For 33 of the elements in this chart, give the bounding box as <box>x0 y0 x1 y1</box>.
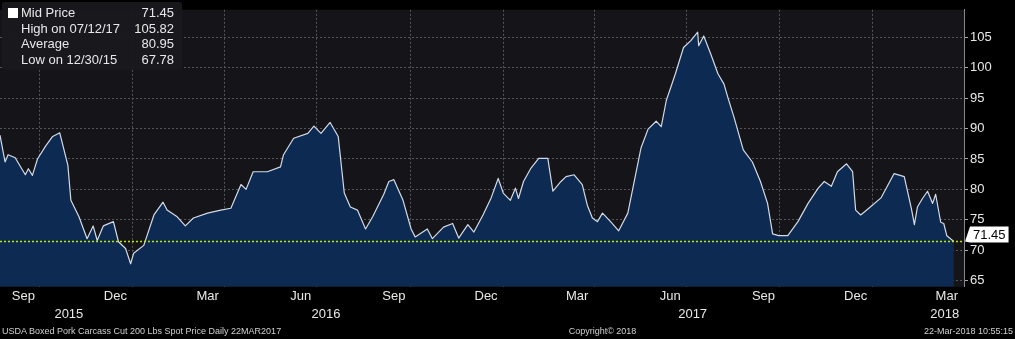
y-tick-label: 75 <box>970 211 985 227</box>
y-tick-label: 65 <box>970 272 985 288</box>
x-tick-label: Mar <box>565 288 590 304</box>
y-tick-label: 105 <box>970 28 992 44</box>
y-tick-label: 70 <box>970 241 985 257</box>
y-tick-label: 85 <box>970 150 985 166</box>
x2-tick-label: 2015 <box>54 305 84 321</box>
text: 22-Mar-2018 10:55:15 <box>923 326 1013 336</box>
x-tick-label: Dec <box>844 288 868 304</box>
x2-tick-label: 2016 <box>311 305 341 321</box>
x-tick-label: Sep <box>751 288 776 304</box>
x-tick-label: Sep <box>11 288 35 304</box>
y-tick-label: 100 <box>970 59 992 75</box>
x-tick-label: Mar <box>935 288 959 304</box>
x2-tick-label: 2017 <box>678 305 708 321</box>
y-tick-label: 95 <box>970 89 985 105</box>
y-tick-label: 80 <box>970 180 985 196</box>
text: Mid Price <box>21 5 76 21</box>
x-tick-label: Mar <box>196 288 220 304</box>
text: 71.45 <box>141 5 175 20</box>
x2-tick-label: 2018 <box>930 305 960 321</box>
x-tick-label: Jun <box>290 288 312 304</box>
text: Low on 12/30/15 67.78 <box>21 51 175 67</box>
ref-line-label: 71.45 <box>973 226 1006 242</box>
x-tick-label: Sep <box>382 288 406 304</box>
text: Average 80.95 <box>21 36 175 51</box>
x-tick-label: Dec <box>474 288 499 304</box>
x-tick-label: Jun <box>659 288 681 304</box>
y-tick-label: 90 <box>970 120 985 136</box>
x-tick-label: Dec <box>103 288 128 304</box>
text: Copyright© 2018 <box>568 326 637 336</box>
text: USDA Boxed Pork Carcass Cut 200 Lbs Spot Price Daily 22MAR2017 <box>2 326 282 336</box>
annotation: High on 07/12/17 105.82 <box>21 20 175 36</box>
